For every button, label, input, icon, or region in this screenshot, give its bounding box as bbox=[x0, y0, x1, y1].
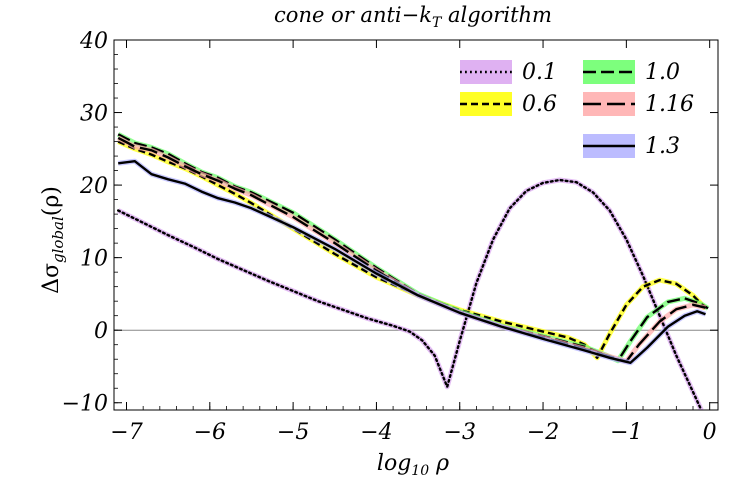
x-tick-label-1: −6 bbox=[194, 420, 226, 445]
chart-title-suffix: algorithm bbox=[441, 3, 552, 27]
y-label-main: Δσ bbox=[39, 263, 64, 294]
x-tick-label-3: −4 bbox=[360, 420, 392, 445]
legend-item-0: 0.1 bbox=[460, 60, 557, 85]
y-label-sub: global bbox=[49, 216, 67, 263]
series-band-2 bbox=[117, 132, 710, 364]
y-tick-label-3: 20 bbox=[79, 174, 108, 199]
y-axis-label: Δσglobal(ρ) bbox=[39, 186, 67, 294]
plot-area bbox=[113, 39, 719, 411]
x-tick-label-2: −5 bbox=[277, 420, 309, 445]
y-label-suffix: (ρ) bbox=[39, 186, 64, 216]
x-tick-label-5: −2 bbox=[527, 420, 559, 445]
x-axis-label: log10 ρ bbox=[377, 451, 449, 479]
x-tick-label-6: −1 bbox=[610, 420, 642, 445]
chart-title-main: cone or anti−k bbox=[274, 3, 432, 27]
x-label-suffix: ρ bbox=[429, 451, 449, 476]
x-tick-label-7: 0 bbox=[703, 420, 717, 445]
plot-frame bbox=[113, 39, 719, 411]
series-line-1 bbox=[117, 140, 707, 359]
series-line-2 bbox=[117, 133, 709, 362]
legend-label-3: 1.16 bbox=[645, 92, 694, 117]
x-label-main: log bbox=[377, 451, 411, 476]
legend: 0.1 0.6 1.0 1.16 1.3 bbox=[460, 60, 694, 159]
legend-item-3: 1.16 bbox=[583, 92, 694, 117]
legend-label-1: 0.6 bbox=[522, 92, 557, 117]
y-tick-label-0: −10 bbox=[62, 392, 108, 417]
chart-title: cone or anti−kT algorithm bbox=[274, 3, 552, 31]
legend-item-1: 0.6 bbox=[460, 92, 557, 117]
y-tick-label-2: 10 bbox=[80, 247, 108, 272]
x-tick-label-4: −3 bbox=[444, 420, 476, 445]
chart-title-sub: T bbox=[432, 15, 443, 31]
y-tick-label-4: 30 bbox=[80, 102, 108, 127]
legend-label-2: 1.0 bbox=[645, 60, 680, 85]
legend-item-4: 1.3 bbox=[583, 134, 680, 159]
legend-label-0: 0.1 bbox=[522, 60, 557, 85]
legend-item-2: 1.0 bbox=[583, 60, 680, 85]
x-label-sub: 10 bbox=[411, 463, 429, 479]
series-line-0 bbox=[117, 178, 703, 410]
x-tick-label-0: −7 bbox=[110, 420, 142, 445]
series-line-4 bbox=[118, 160, 706, 364]
y-tick-label-1: 0 bbox=[94, 319, 108, 344]
series-band-0 bbox=[117, 177, 704, 410]
legend-label-4: 1.3 bbox=[645, 134, 680, 159]
y-tick-label-5: 40 bbox=[79, 29, 108, 54]
